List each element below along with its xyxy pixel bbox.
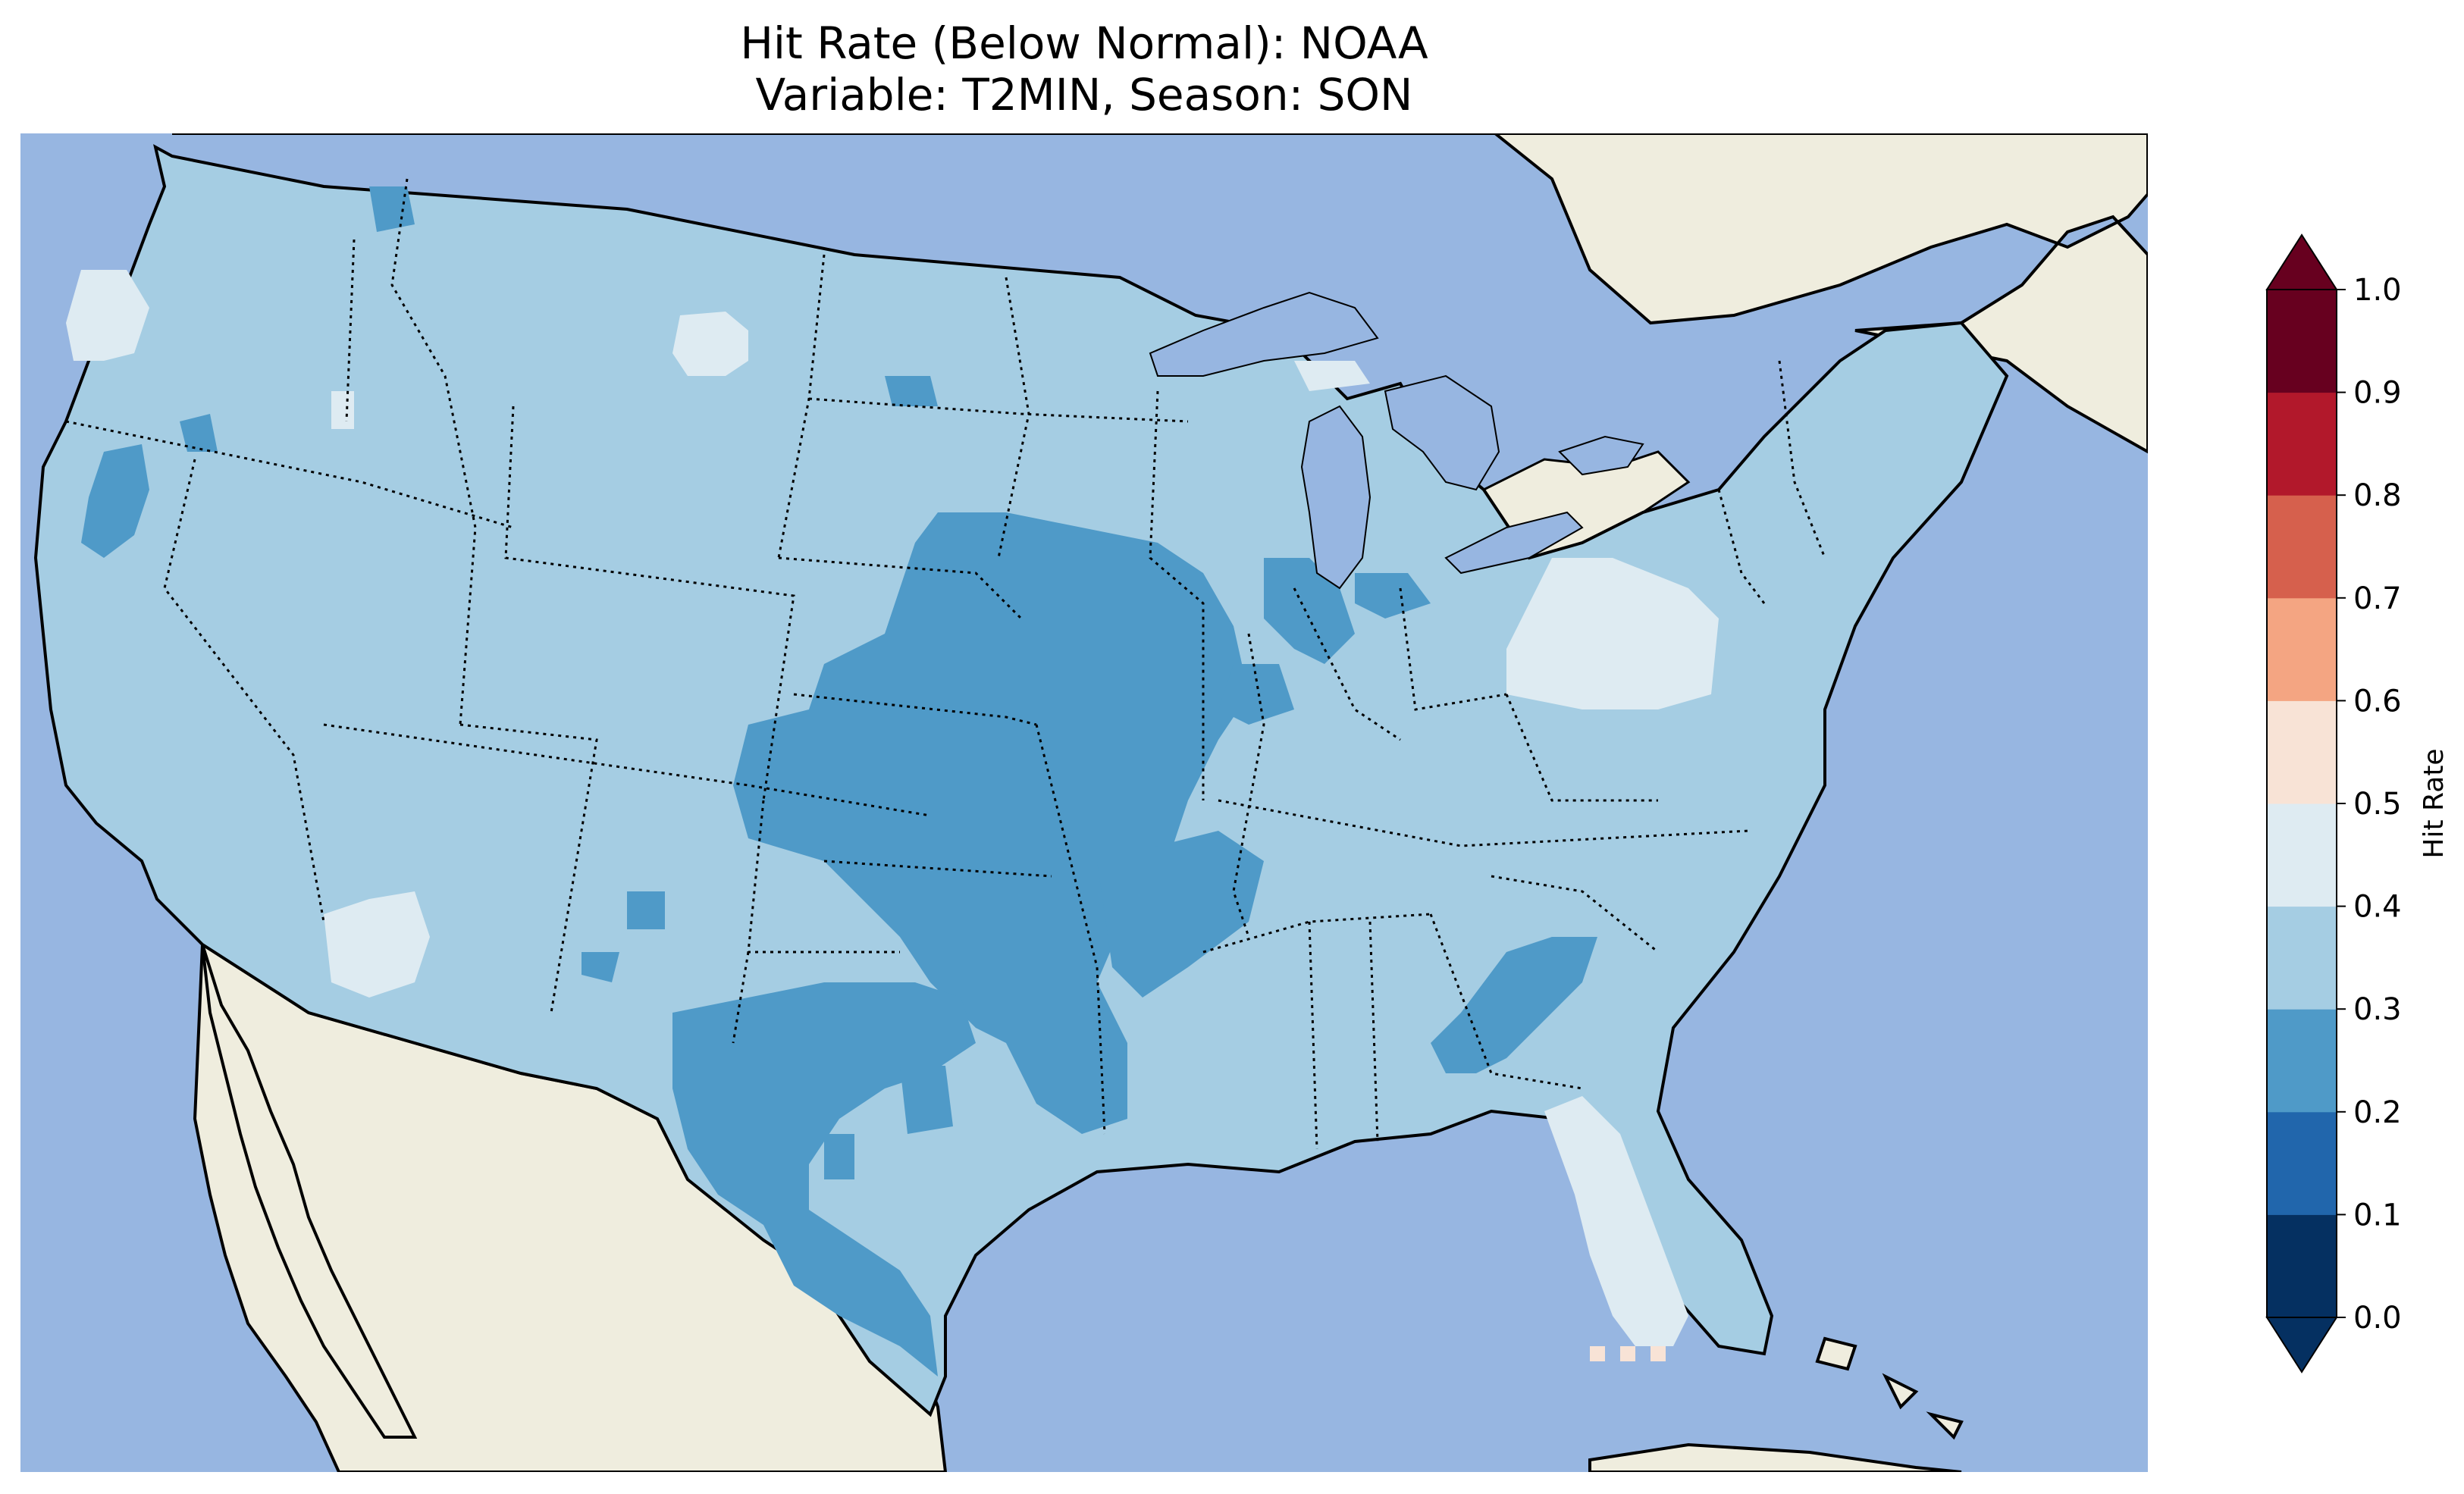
- lake-erie: [1444, 511, 1584, 575]
- baja-california: [201, 944, 418, 1439]
- idaho-spot-high: [331, 391, 354, 429]
- canada-land: [172, 133, 2148, 454]
- colorbar: 0.0 0.1 0.2 0.3 0.4 0.5 0.6 0.7 0.8 0.9 1.0 Hit Ra…: [2265, 233, 2450, 1373]
- lake-ontario: [1558, 435, 1644, 476]
- colorbar-bin: [2267, 1214, 2337, 1318]
- oregon-coast-high: [66, 270, 149, 361]
- colorbar-bin: [2267, 1009, 2337, 1113]
- michigan-upper-high: [1294, 361, 1370, 391]
- colorbar-bin: [2267, 597, 2337, 701]
- colorbar-bin: [2267, 495, 2337, 599]
- colorbar-tick-label: 0.3: [2353, 992, 2402, 1027]
- colorbar-ticks: 0.0 0.1 0.2 0.3 0.4 0.5 0.6 0.7 0.8 0.9 1.0: [2337, 273, 2402, 1336]
- colorbar-tick-label: 0.7: [2353, 581, 2402, 616]
- montana-central-high: [672, 312, 748, 376]
- central-plains-low: [733, 512, 1249, 1134]
- arkansas-low: [1097, 831, 1264, 998]
- colorbar-tick-label: 0.5: [2353, 787, 2402, 822]
- colorbar-tick-label: 0.0: [2353, 1301, 2402, 1336]
- colorbar-bin: [2267, 1111, 2337, 1215]
- colorbar-bin: [2267, 392, 2337, 496]
- central-texas-spots-low: [824, 1066, 953, 1179]
- arizona-south-high: [324, 891, 430, 998]
- south-texas-low: [672, 982, 976, 1377]
- colorbar-tick-label: 0.4: [2353, 890, 2402, 925]
- state-borders: [65, 178, 1826, 1150]
- north-california-low: [81, 414, 218, 558]
- lake-huron: [1384, 374, 1500, 491]
- colorbar-bin: [2267, 803, 2337, 907]
- washington-spot-low: [369, 186, 415, 232]
- map-title-line-1: Hit Rate (Below Normal): NOAA: [740, 17, 1428, 69]
- colorbar-tick-label: 0.6: [2353, 684, 2402, 719]
- colorbar-bins: [2267, 290, 2337, 1318]
- bahamas-islands: [1815, 1336, 1964, 1440]
- lake-michigan: [1300, 405, 1372, 590]
- colorbar-tick-label: 0.9: [2353, 376, 2402, 411]
- cuba-island: [1588, 1442, 1962, 1472]
- colorbar-bin: [2267, 700, 2337, 804]
- map-title-line-2: Variable: T2MIN, Season: SON: [755, 69, 1413, 121]
- map-panel: [20, 133, 2148, 1472]
- colorbar-tick-label: 0.2: [2353, 1095, 2402, 1130]
- colorbar-label: Hit Rate: [2419, 748, 2450, 858]
- colorbar-tick-label: 0.1: [2353, 1198, 2402, 1232]
- lake-superior: [1149, 291, 1379, 377]
- colorbar-bin: [2267, 906, 2337, 1010]
- colorbar-extend-top: [2265, 233, 2338, 290]
- colorbar-bin: [2267, 290, 2337, 393]
- new-mexico-spot-low: [582, 891, 665, 982]
- colorbar-extend-bottom: [2265, 1317, 2338, 1373]
- colorbar-tick-label: 1.0: [2353, 273, 2402, 308]
- georgia-carolina-low: [1431, 937, 1597, 1073]
- new-york-pennsylvania-high: [1506, 558, 1719, 709]
- colorbar-tick-label: 0.8: [2353, 478, 2402, 513]
- iowa-illinois-low: [1218, 558, 1431, 725]
- florida-high: [1544, 1096, 1688, 1346]
- dakota-spot-low: [885, 376, 938, 406]
- florida-keys: [1590, 1346, 1666, 1361]
